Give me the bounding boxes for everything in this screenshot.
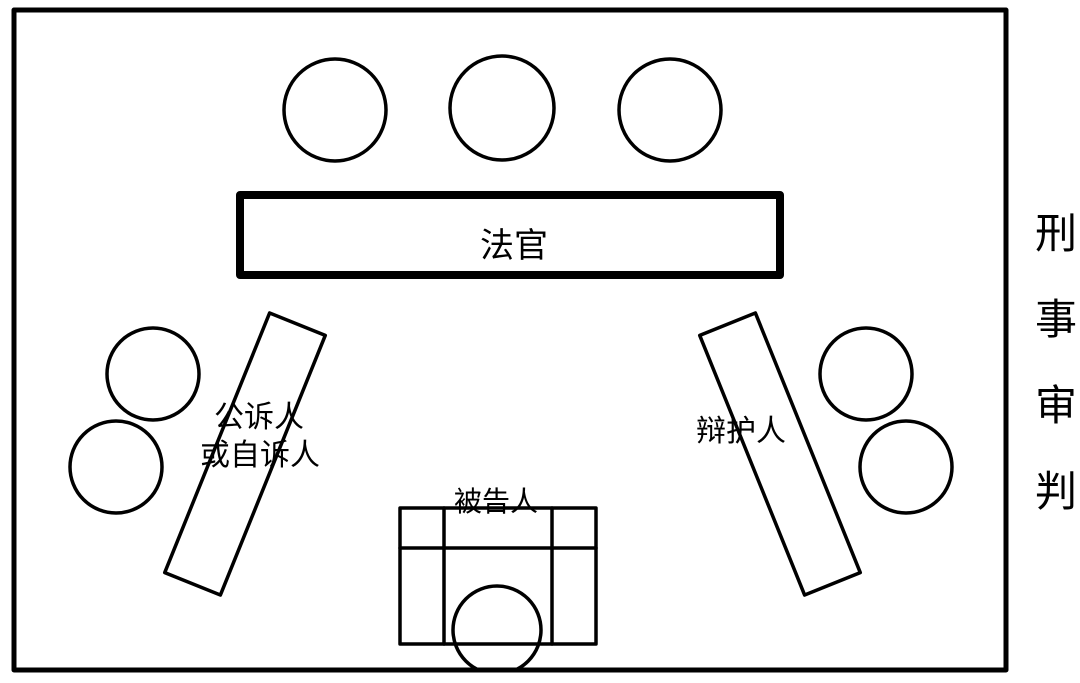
label-prosecutor-line2: 或自诉人 bbox=[200, 430, 320, 474]
judge-seat-2 bbox=[450, 56, 554, 160]
defense-seat-2 bbox=[860, 421, 952, 513]
label-defendant: 被告人 bbox=[454, 480, 538, 520]
judge-seat-1 bbox=[284, 59, 386, 161]
defense-seat-1 bbox=[820, 328, 912, 420]
side-title-char-2: 事 bbox=[1035, 286, 1077, 347]
defense-desk bbox=[700, 313, 861, 595]
judge-seat-3 bbox=[619, 59, 721, 161]
courtroom-layout-diagram: { "diagram": { "type": "floorplan", "can… bbox=[0, 0, 1080, 683]
side-title-char-4: 判 bbox=[1035, 458, 1077, 519]
label-judge: 法官 bbox=[480, 218, 548, 267]
side-title-char-3: 审 bbox=[1035, 372, 1077, 433]
diagram-svg bbox=[0, 0, 1080, 683]
defendant-seat bbox=[453, 586, 541, 674]
side-title-char-1: 刑 bbox=[1035, 200, 1077, 261]
defendant-dock-outer bbox=[400, 508, 596, 644]
prosecution-seat-1 bbox=[107, 328, 199, 420]
prosecution-seat-2 bbox=[70, 421, 162, 513]
label-defense: 辩护人 bbox=[696, 406, 786, 450]
